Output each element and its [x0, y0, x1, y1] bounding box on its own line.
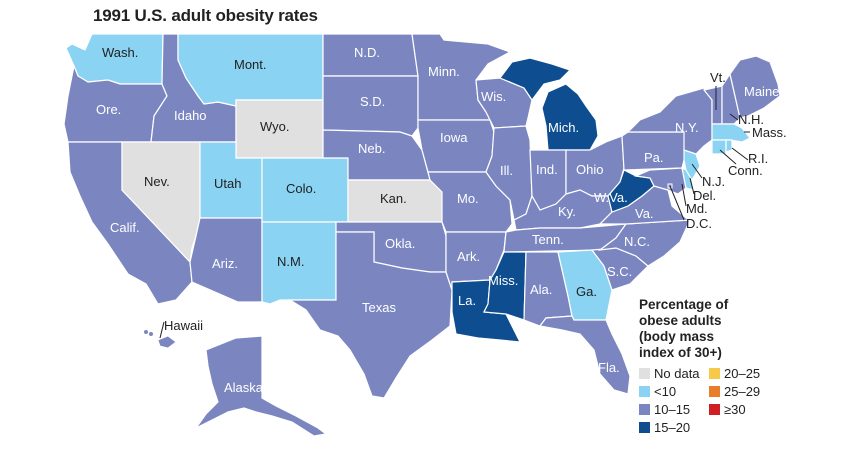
label-mn: Minn.	[428, 64, 460, 79]
label-nv: Nev.	[144, 174, 170, 189]
state-hi[interactable]	[157, 335, 177, 349]
legend-swatch	[709, 367, 720, 379]
legend-swatch	[639, 421, 650, 433]
label-ri: R.I.	[748, 151, 768, 166]
label-wy: Wyo.	[260, 119, 290, 134]
legend-item: 10–15	[639, 401, 709, 417]
legend-item: No data	[639, 365, 709, 381]
label-nh: N.H.	[738, 112, 764, 127]
state-ia[interactable]	[417, 119, 495, 173]
map-title: 1991 U.S. adult obesity rates	[93, 6, 318, 25]
legend-swatch	[709, 403, 720, 415]
label-ak: Alaska	[224, 380, 264, 395]
state-md[interactable]	[633, 167, 687, 195]
label-ks: Kan.	[380, 191, 407, 206]
label-ky: Ky.	[558, 204, 576, 219]
label-or: Ore.	[96, 102, 121, 117]
label-il: Ill.	[500, 163, 513, 178]
label-md: Md.	[686, 201, 708, 216]
legend-title: Percentage of obese adults (body mass in…	[639, 297, 729, 360]
legend-item: 25–29	[709, 383, 799, 399]
label-sd: S.D.	[360, 94, 385, 109]
label-az: Ariz.	[212, 256, 238, 271]
label-nc: N.C.	[624, 234, 650, 249]
label-ut: Utah	[214, 176, 241, 191]
label-id: Idaho	[174, 108, 207, 123]
legend-label: 20–25	[724, 365, 761, 381]
label-ny: N.Y.	[675, 120, 699, 135]
label-dc: D.C.	[686, 216, 712, 231]
legend-swatch	[639, 367, 650, 379]
label-ne: Neb.	[358, 141, 385, 156]
state-me[interactable]	[729, 55, 781, 119]
label-la: La.	[458, 293, 476, 308]
label-nd: N.D.	[354, 45, 380, 60]
label-al: Ala.	[530, 282, 552, 297]
legend-swatch	[639, 403, 650, 415]
label-pa: Pa.	[644, 150, 664, 165]
state-ak[interactable]	[195, 335, 328, 437]
state-labels: Wash. Ore. Calif. Idaho Nev. Mont. Wyo. …	[96, 45, 787, 395]
legend-label: 15–20	[654, 419, 691, 435]
legend-label: No data	[654, 365, 700, 381]
label-vt: Vt.	[710, 70, 726, 85]
label-ct: Conn.	[728, 163, 763, 178]
label-hi: Hawaii	[164, 318, 203, 333]
state-mi[interactable]	[541, 83, 599, 151]
label-ia: Iowa	[440, 130, 468, 145]
legend: Percentage of obese adults (body mass in…	[639, 297, 854, 435]
label-mo: Mo.	[457, 191, 479, 206]
label-ms: Miss.	[488, 273, 518, 288]
state-mi-up[interactable]	[499, 57, 572, 102]
state-ct[interactable]	[711, 139, 727, 155]
label-mi: Mich.	[548, 120, 579, 135]
label-tx: Texas	[362, 300, 396, 315]
label-ok: Okla.	[385, 236, 415, 251]
label-oh: Ohio	[576, 162, 603, 177]
label-co: Colo.	[286, 181, 316, 196]
state-ri[interactable]	[725, 139, 733, 153]
state-tx[interactable]	[287, 231, 453, 399]
label-ca: Calif.	[110, 220, 140, 235]
legend-label: ≥30	[724, 401, 746, 417]
legend-item: 15–20	[639, 419, 709, 435]
label-ga: Ga.	[576, 284, 597, 299]
state-nc[interactable]	[597, 219, 691, 267]
legend-label: 25–29	[724, 383, 761, 399]
label-wi: Wis.	[481, 89, 506, 104]
hawaii-island-1	[144, 330, 148, 334]
hawaii-island-2	[149, 332, 153, 336]
label-ma: Mass.	[752, 125, 787, 140]
state-ms[interactable]	[483, 251, 527, 321]
label-ar: Ark.	[457, 249, 480, 264]
state-nh[interactable]	[721, 72, 741, 125]
legend-grid: No data 20–25 <10 25–29 10–15 ≥30 15–20	[639, 365, 854, 435]
label-mt: Mont.	[234, 57, 267, 72]
leader-lines	[159, 86, 750, 339]
label-nj: N.J.	[702, 174, 725, 189]
label-me: Maine	[744, 84, 779, 99]
legend-item: ≥30	[709, 401, 799, 417]
label-sc: S.C.	[607, 264, 632, 279]
label-wv: W.Va.	[594, 190, 628, 205]
legend-swatch	[709, 385, 720, 397]
label-nm: N.M.	[277, 254, 304, 269]
legend-label: 10–15	[654, 401, 691, 417]
label-wa: Wash.	[102, 45, 138, 60]
label-de: Del.	[693, 188, 716, 203]
legend-swatch	[639, 385, 650, 397]
state-fl[interactable]	[538, 315, 631, 395]
legend-label: <10	[654, 383, 677, 399]
legend-item: 20–25	[709, 365, 799, 381]
label-fl: Fla.	[598, 360, 620, 375]
legend-item: <10	[639, 383, 709, 399]
label-va: Va.	[635, 206, 654, 221]
label-in: Ind.	[536, 162, 558, 177]
label-tn: Tenn.	[532, 232, 564, 247]
